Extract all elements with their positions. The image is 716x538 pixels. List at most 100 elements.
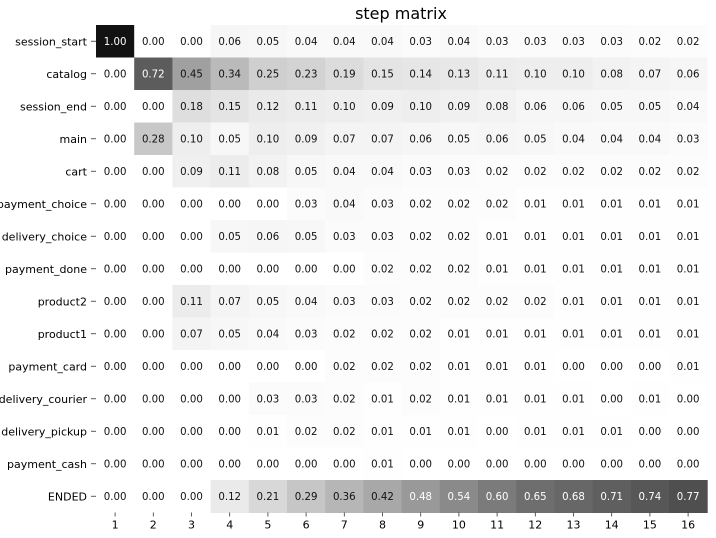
heatmap-cell [287,155,326,188]
column-label: 16 [681,519,695,532]
cell-value-label: 0.03 [295,330,318,341]
cell-value-label: 0.04 [333,167,356,178]
row-label: product2 [38,295,87,308]
heatmap-cell [134,252,173,286]
cell-value-label: 0.01 [486,395,509,406]
row-label: delivery_courier [0,393,87,406]
heatmap-cell [172,155,212,188]
heatmap-cell [516,25,555,58]
heatmap-cell [630,252,670,286]
heatmap-cell [592,57,632,91]
heatmap-cell [554,252,594,286]
heatmap-cell [554,382,594,416]
heatmap-cell [669,415,708,448]
heatmap-cell [96,220,135,253]
cell-value-label: 0.00 [295,460,318,471]
heatmap-cell [401,57,441,91]
cell-value-label: 0.00 [142,37,165,48]
row-label: product1 [38,328,87,341]
heatmap-cell [401,285,441,318]
heatmap-cell [630,57,670,91]
heatmap-cell [439,382,479,416]
heatmap-cell [96,415,135,448]
cell-value-label: 0.01 [639,395,662,406]
heatmap-cell [363,122,403,156]
heatmap-cell [172,25,212,58]
heatmap-cell [248,480,288,513]
heatmap-cell [134,90,173,123]
cell-value-label: 0.00 [218,395,241,406]
heatmap-cell [478,350,517,383]
cell-value-label: 0.02 [409,395,432,406]
cell-value-label: 0.02 [371,265,394,276]
heatmap-cell [592,220,632,253]
heatmap-cell [248,317,288,351]
cell-value-label: 0.04 [295,37,318,48]
cell-value-label: 0.03 [486,37,509,48]
column-labels: 1 2 3 4 5 6 7 8 9 10 11 12 13 14 15 16 [112,512,695,532]
cell-value-label: 0.00 [333,460,356,471]
heatmap-cell [630,382,670,416]
cell-value-label: 0.07 [218,297,241,308]
heatmap-cell [134,447,173,481]
cell-value-label: 0.01 [677,200,700,211]
heatmap-cell [172,90,212,123]
cell-value-label: 0.07 [180,330,203,341]
cell-value-label: 0.04 [333,37,356,48]
cell-value-label: 0.13 [448,70,471,81]
cell-value-label: 0.02 [333,362,356,373]
cell-value-label: 0.09 [448,102,471,113]
heatmap-cell [172,317,212,351]
heatmap-cell [516,187,555,221]
cell-value-label: 0.02 [409,200,432,211]
cell-value-label: 0.00 [295,265,318,276]
heatmap-cell [363,382,403,416]
cell-value-label: 0.11 [180,297,203,308]
cell-value-label: 0.00 [180,460,203,471]
cell-value-label: 0.00 [600,395,623,406]
row-label: payment_cash [7,458,87,471]
cell-value-label: 0.68 [562,492,585,503]
cell-value-label: 0.00 [142,297,165,308]
heatmap-cell [630,25,670,58]
cell-value-label: 0.00 [104,297,127,308]
heatmap-cell [439,317,479,351]
cell-value-label: 0.00 [218,460,241,471]
cell-value-label: 0.01 [448,427,471,438]
heatmap-cell [287,285,326,318]
heatmap-cell [363,415,403,448]
heatmap-cell [96,285,135,318]
heatmap-cell [592,350,632,383]
heatmap-cell [630,187,670,221]
cell-value-label: 0.00 [104,460,127,471]
heatmap-cell [325,57,364,91]
cell-value-label: 0.10 [180,135,203,146]
column-label: 13 [567,519,581,532]
heatmap-cell [669,57,708,91]
heatmap-cell [592,285,632,318]
cell-value-label: 0.03 [371,297,394,308]
cell-value-label: 0.02 [333,395,356,406]
heatmap-cell [248,220,288,253]
cell-value-label: 0.01 [562,200,585,211]
cell-value-label: 0.00 [104,200,127,211]
heatmap-cell [210,90,250,123]
heatmap-cell [439,415,479,448]
heatmap-cell [363,317,403,351]
heatmap-cell [630,285,670,318]
cell-value-label: 0.04 [639,135,662,146]
cell-value-label: 0.01 [371,395,394,406]
cell-value-label: 0.00 [257,460,280,471]
heatmap-cell [248,415,288,448]
heatmap-cell [554,220,594,253]
heatmap-cell [325,415,364,448]
heatmap-cell [669,187,708,221]
cell-value-label: 0.02 [677,167,700,178]
cell-value-label: 0.15 [218,102,241,113]
heatmap-cell [96,252,135,286]
heatmap-cell [172,480,212,513]
column-label: 12 [528,519,542,532]
heatmap-cell [287,187,326,221]
cell-value-label: 0.00 [104,362,127,373]
cell-value-label: 0.42 [371,492,394,503]
